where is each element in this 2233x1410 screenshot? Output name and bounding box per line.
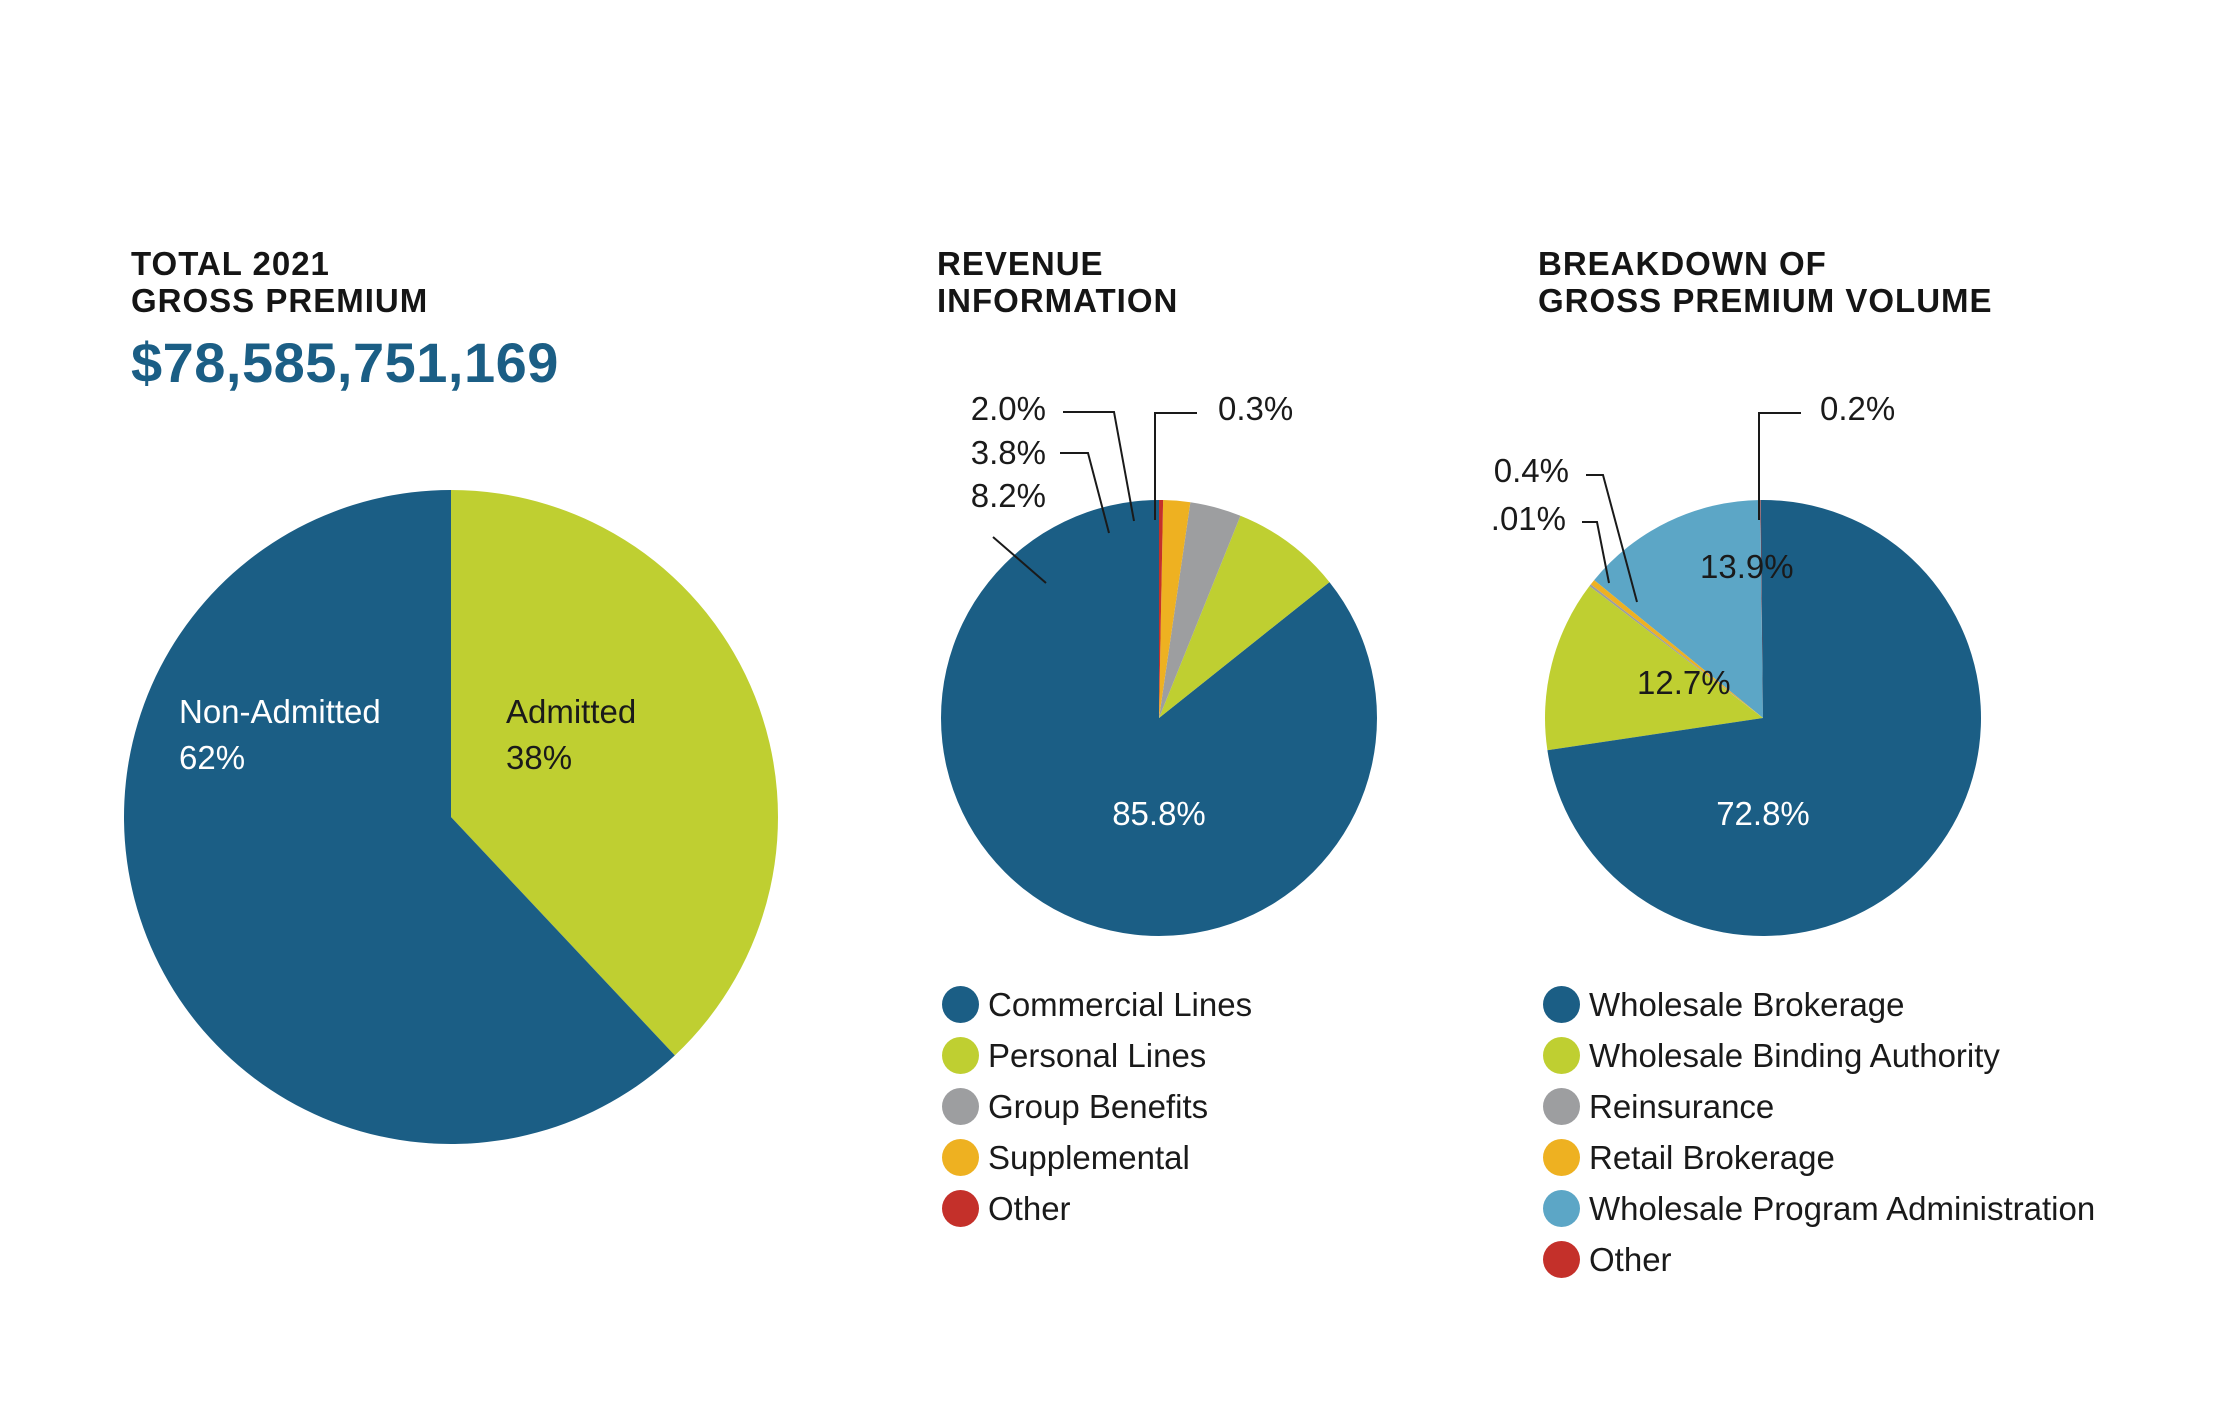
legend-item-reinsurance: Reinsurance: [1543, 1081, 2095, 1132]
chart2-slice-supplemental: [1159, 500, 1191, 718]
chart3-value-wholesale-binding-authority: 12.7%: [1637, 664, 1731, 701]
legend-item-commercial-lines: Commercial Lines: [942, 979, 1252, 1030]
chart1-title-line1: TOTAL 2021: [131, 245, 330, 282]
revenue-legend: Commercial Lines Personal Lines Group Bene…: [942, 979, 1252, 1234]
chart2-value-other: 0.3%: [1218, 390, 1293, 427]
legend-label-wholesale-brokerage: Wholesale Brokerage: [1589, 985, 1905, 1023]
chart1-title: TOTAL 2021 GROSS PREMIUM: [131, 245, 428, 319]
chart2-title: REVENUE INFORMATION: [937, 245, 1178, 319]
chart2-slice-personal-lines: [1159, 515, 1330, 718]
legend-swatch-commercial-lines: [942, 986, 979, 1023]
gross-premium-volume-legend: Wholesale Brokerage Wholesale Binding Aut…: [1543, 979, 2095, 1285]
chart2-value-supplemental: 2.0%: [971, 390, 1046, 427]
legend-swatch-reinsurance: [1543, 1088, 1580, 1125]
chart1-value-admitted: 38%: [506, 739, 572, 776]
legend-swatch-wholesale-brokerage: [1543, 986, 1580, 1023]
chart2-title-line2: INFORMATION: [937, 282, 1179, 319]
legend-swatch-supplemental: [942, 1139, 979, 1176]
legend-swatch-other: [942, 1190, 979, 1227]
legend-label-other: Other: [988, 1189, 1071, 1227]
legend-item-other: Other: [942, 1183, 1252, 1234]
chart2-leader-other: [1154, 412, 1197, 520]
legend-label-wholesale-program-administration: Wholesale Program Administration: [1589, 1189, 2096, 1227]
legend-swatch-personal-lines: [942, 1037, 979, 1074]
legend-swatch-wholesale-program-administration: [1543, 1190, 1580, 1227]
chart2-slice-other: [1159, 500, 1164, 718]
legend-item-wholesale-program-administration: Wholesale Program Administration: [1543, 1183, 2095, 1234]
legend-label-retail-brokerage: Retail Brokerage: [1589, 1138, 1835, 1176]
legend-label-group-benefits: Group Benefits: [988, 1087, 1209, 1125]
chart3-title-line2: GROSS PREMIUM VOLUME: [1538, 282, 1993, 319]
legend-item-group-benefits: Group Benefits: [942, 1081, 1252, 1132]
chart1-title-line2: GROSS PREMIUM: [131, 282, 429, 319]
legend-item-personal-lines: Personal Lines: [942, 1030, 1252, 1081]
legend-swatch-retail-brokerage: [1543, 1139, 1580, 1176]
chart3-leader-other: [1758, 412, 1801, 520]
total-gross-premium: $78,585,751,169: [131, 331, 559, 394]
legend-item-other: Other: [1543, 1234, 2095, 1285]
chart2-value-personal-lines: 8.2%: [971, 477, 1046, 514]
legend-item-wholesale-brokerage: Wholesale Brokerage: [1543, 979, 2095, 1030]
chart3-title-line1: BREAKDOWN OF: [1538, 245, 1827, 282]
chart2-value-commercial-lines: 85.8%: [1112, 795, 1206, 832]
chart1-slice-non-admitted: [124, 490, 675, 1144]
chart2-slice-group-benefits: [1159, 502, 1241, 718]
chart3-slice-wholesale-program-administration: [1594, 500, 1763, 718]
chart3-slice-wholesale-brokerage: [1547, 499, 1981, 936]
chart2-leader-supplemental: [1063, 411, 1135, 522]
chart3-value-wholesale-program-administration: 13.9%: [1700, 548, 1794, 585]
legend-swatch-other: [1543, 1241, 1580, 1278]
legend-item-retail-brokerage: Retail Brokerage: [1543, 1132, 2095, 1183]
chart3-slice-wholesale-binding-authority: [1545, 586, 1763, 751]
chart2-leader-personal-lines: [992, 536, 1047, 584]
chart1-value-non-admitted: 62%: [179, 739, 245, 776]
chart2-value-group-benefits: 3.8%: [971, 434, 1046, 471]
legend-label-commercial-lines: Commercial Lines: [988, 985, 1253, 1023]
legend-swatch-wholesale-binding-authority: [1543, 1037, 1580, 1074]
chart3-value-retail-brokerage: 0.4%: [1494, 452, 1569, 489]
chart1-label-non-admitted: Non-Admitted: [179, 693, 381, 730]
legend-label-supplemental: Supplemental: [988, 1138, 1190, 1176]
chart1-slice-admitted: [451, 490, 779, 1056]
chart3-slice-reinsurance: [1589, 584, 1763, 718]
legend-swatch-group-benefits: [942, 1088, 979, 1125]
legend-label-wholesale-binding-authority: Wholesale Binding Authority: [1589, 1036, 2000, 1074]
chart3-value-wholesale-brokerage: 72.8%: [1716, 795, 1810, 832]
legend-label-reinsurance: Reinsurance: [1589, 1087, 1775, 1125]
legend-item-supplemental: Supplemental: [942, 1132, 1252, 1183]
chart3-value-other: 0.2%: [1820, 390, 1895, 427]
legend-label-other: Other: [1589, 1240, 1672, 1278]
chart3-value-reinsurance: .01%: [1491, 500, 1566, 537]
chart2-leader-group-benefits: [1060, 452, 1110, 534]
chart3-leader-reinsurance: [1582, 521, 1610, 584]
legend-item-wholesale-binding-authority: Wholesale Binding Authority: [1543, 1030, 2095, 1081]
chart2-title-line1: REVENUE: [937, 245, 1104, 282]
chart3-title: BREAKDOWN OF GROSS PREMIUM VOLUME: [1538, 245, 1993, 319]
chart3-slice-retail-brokerage: [1590, 580, 1763, 718]
legend-label-personal-lines: Personal Lines: [988, 1036, 1207, 1074]
chart3-leader-retail-brokerage: [1586, 474, 1638, 603]
chart1-label-admitted: Admitted: [506, 693, 636, 730]
